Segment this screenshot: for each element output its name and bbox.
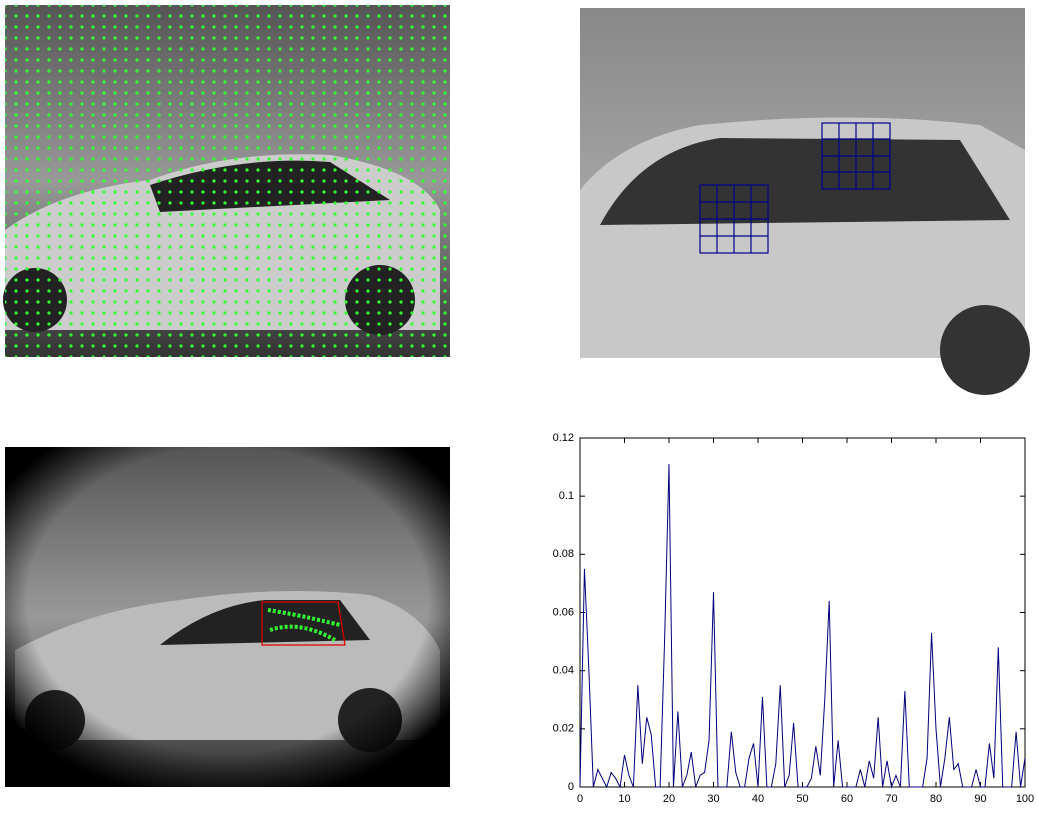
x-tick-label: 80 xyxy=(930,793,942,805)
x-tick-label: 90 xyxy=(974,793,986,805)
image-feature-grid xyxy=(580,8,1030,395)
y-tick-label: 0.06 xyxy=(553,606,574,618)
y-tick-label: 0.08 xyxy=(553,548,574,560)
x-tick-label: 100 xyxy=(1016,793,1034,805)
y-tick-label: 0.1 xyxy=(559,490,574,502)
y-tick-label: 0.02 xyxy=(553,723,574,735)
x-tick-label: 40 xyxy=(752,793,764,805)
x-tick-label: 20 xyxy=(663,793,675,805)
x-tick-label: 60 xyxy=(841,793,853,805)
x-tick-label: 70 xyxy=(885,793,897,805)
plot-frame xyxy=(580,438,1025,787)
figure: 0 0.02 0.04 0.06 0.08 0.1 0.12 0 10 20 30 40 50 60 70 8… xyxy=(0,0,1037,810)
data-line xyxy=(580,464,1025,787)
x-tick-label: 30 xyxy=(707,793,719,805)
y-tick-label: 0 xyxy=(568,781,574,793)
y-tick-label: 0.04 xyxy=(553,665,574,677)
image-grid-dots xyxy=(3,5,450,357)
x-tick-label: 50 xyxy=(796,793,808,805)
x-tick-label: 10 xyxy=(618,793,630,805)
x-tick-label: 0 xyxy=(577,793,583,805)
image-window-region xyxy=(5,447,450,787)
y-tick-label: 0.12 xyxy=(553,432,574,444)
